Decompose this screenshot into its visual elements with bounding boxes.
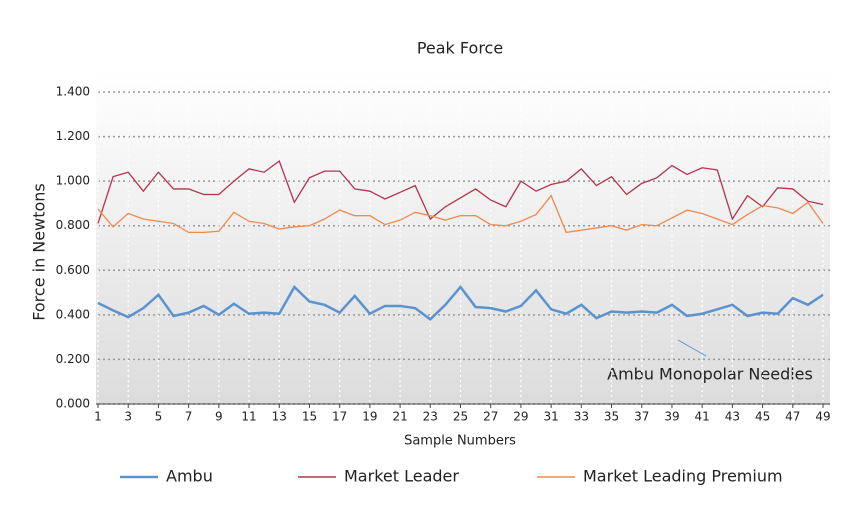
y-tick-label: 0.400 <box>56 307 90 321</box>
plot-background <box>96 70 830 404</box>
y-tick-label: 1.000 <box>56 174 90 188</box>
x-tick-label: 27 <box>483 410 498 424</box>
x-tick-label: 13 <box>272 410 287 424</box>
x-tick-label: 25 <box>453 410 468 424</box>
x-tick-label: 43 <box>725 410 740 424</box>
y-tick-label: 1.200 <box>56 129 90 143</box>
y-tick-label: 0.800 <box>56 218 90 232</box>
series-line <box>97 194 824 234</box>
y-tick-label: 0.000 <box>56 397 90 411</box>
x-tick-label: 31 <box>543 410 558 424</box>
x-tick-label: 39 <box>664 410 679 424</box>
x-tick-label: 1 <box>94 410 102 424</box>
x-tick-label: 41 <box>695 410 710 424</box>
legend-label: Market Leading Premium <box>583 467 783 486</box>
series-line <box>97 284 824 321</box>
legend-label: Market Leader <box>344 467 459 486</box>
series-line <box>97 160 824 224</box>
x-tick-label: 11 <box>241 410 256 424</box>
x-tick-label: 33 <box>574 410 589 424</box>
x-tick-label: 19 <box>362 410 377 424</box>
x-tick-label: 3 <box>124 410 132 424</box>
x-tick-label: 35 <box>604 410 619 424</box>
chart-title: Peak Force <box>417 39 503 58</box>
x-tick-label: 37 <box>634 410 649 424</box>
x-tick-label: 5 <box>155 410 163 424</box>
x-tick-label: 23 <box>423 410 438 424</box>
x-tick-label: 45 <box>755 410 770 424</box>
x-tick-label: 47 <box>785 410 800 424</box>
y-axis-label: Force in Newtons <box>30 183 49 320</box>
annotation-pointer <box>677 339 707 357</box>
x-tick-label: 21 <box>392 410 407 424</box>
x-axis-label: Sample Numbers <box>404 434 516 449</box>
x-tick-label: 49 <box>815 410 830 424</box>
x-tick-label: 29 <box>513 410 528 424</box>
y-tick-label: 1.400 <box>56 85 90 99</box>
x-tick-label: 7 <box>185 410 193 424</box>
legend-label: Ambu <box>166 467 213 486</box>
y-tick-label: 0.200 <box>56 352 90 366</box>
x-tick-label: 15 <box>302 410 317 424</box>
x-tick-label: 17 <box>332 410 347 424</box>
x-tick-label: 9 <box>215 410 223 424</box>
annotation: Ambu Monopolar Needles <box>607 365 813 384</box>
y-tick-label: 0.600 <box>56 263 90 277</box>
